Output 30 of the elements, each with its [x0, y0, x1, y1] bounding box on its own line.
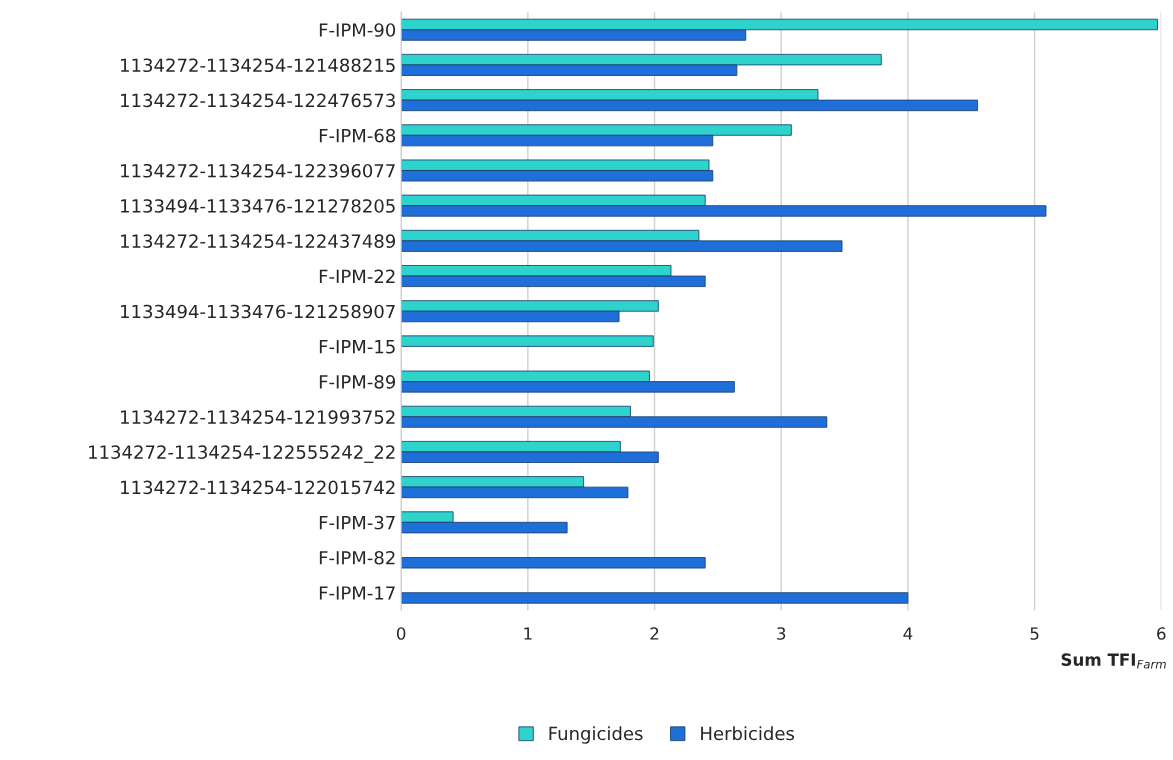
y-tick-label: F-IPM-68 [319, 128, 396, 143]
y-tick-label: 1134272-1134254-121488215 [121, 58, 395, 73]
y-tick-label: F-IPM-90 [319, 23, 396, 37]
y-tick-label: 1134272-1134254-121993752 [121, 410, 395, 424]
x-tick-label: 3 [777, 627, 786, 640]
bar [401, 335, 654, 347]
y-tick-label: 1134272-1134254-122555242_22 [89, 445, 395, 463]
x-tick-label: 2 [650, 627, 659, 640]
y-tick-label: 1133494-1133476-121258907 [121, 304, 395, 319]
y-tick-label: F-IPM-22 [319, 269, 395, 283]
x-tick-label: 4 [903, 627, 913, 640]
legend-label: Fungicides [549, 726, 643, 744]
y-tick-label: F-IPM-17 [319, 586, 395, 600]
x-tick-label: 5 [1030, 627, 1039, 640]
legend-label: Herbicides [701, 726, 795, 741]
bar [401, 592, 909, 604]
y-tick-label: F-IPM-37 [319, 515, 395, 530]
y-tick-label: F-IPM-89 [319, 375, 396, 389]
x-tick-label: 6 [1157, 627, 1166, 640]
y-tick-label: 1134272-1134254-122476573 [121, 93, 395, 108]
x-axis-title: Sum TFI$_{Farm}$ [1061, 653, 1166, 669]
bar [401, 557, 706, 569]
y-tick-label: F-IPM-82 [319, 550, 395, 565]
x-tick-label: 1 [524, 627, 532, 640]
y-tick-label: 1134272-1134254-122396077 [121, 163, 395, 178]
y-tick-label: 1133494-1133476-121278205 [121, 199, 395, 213]
x-tick-label: 0 [396, 627, 406, 640]
y-tick-label: 1134272-1134254-122015742 [121, 480, 395, 495]
y-tick-label: F-IPM-15 [319, 340, 395, 354]
y-tick-label: 1134272-1134254-122437489 [121, 234, 396, 248]
